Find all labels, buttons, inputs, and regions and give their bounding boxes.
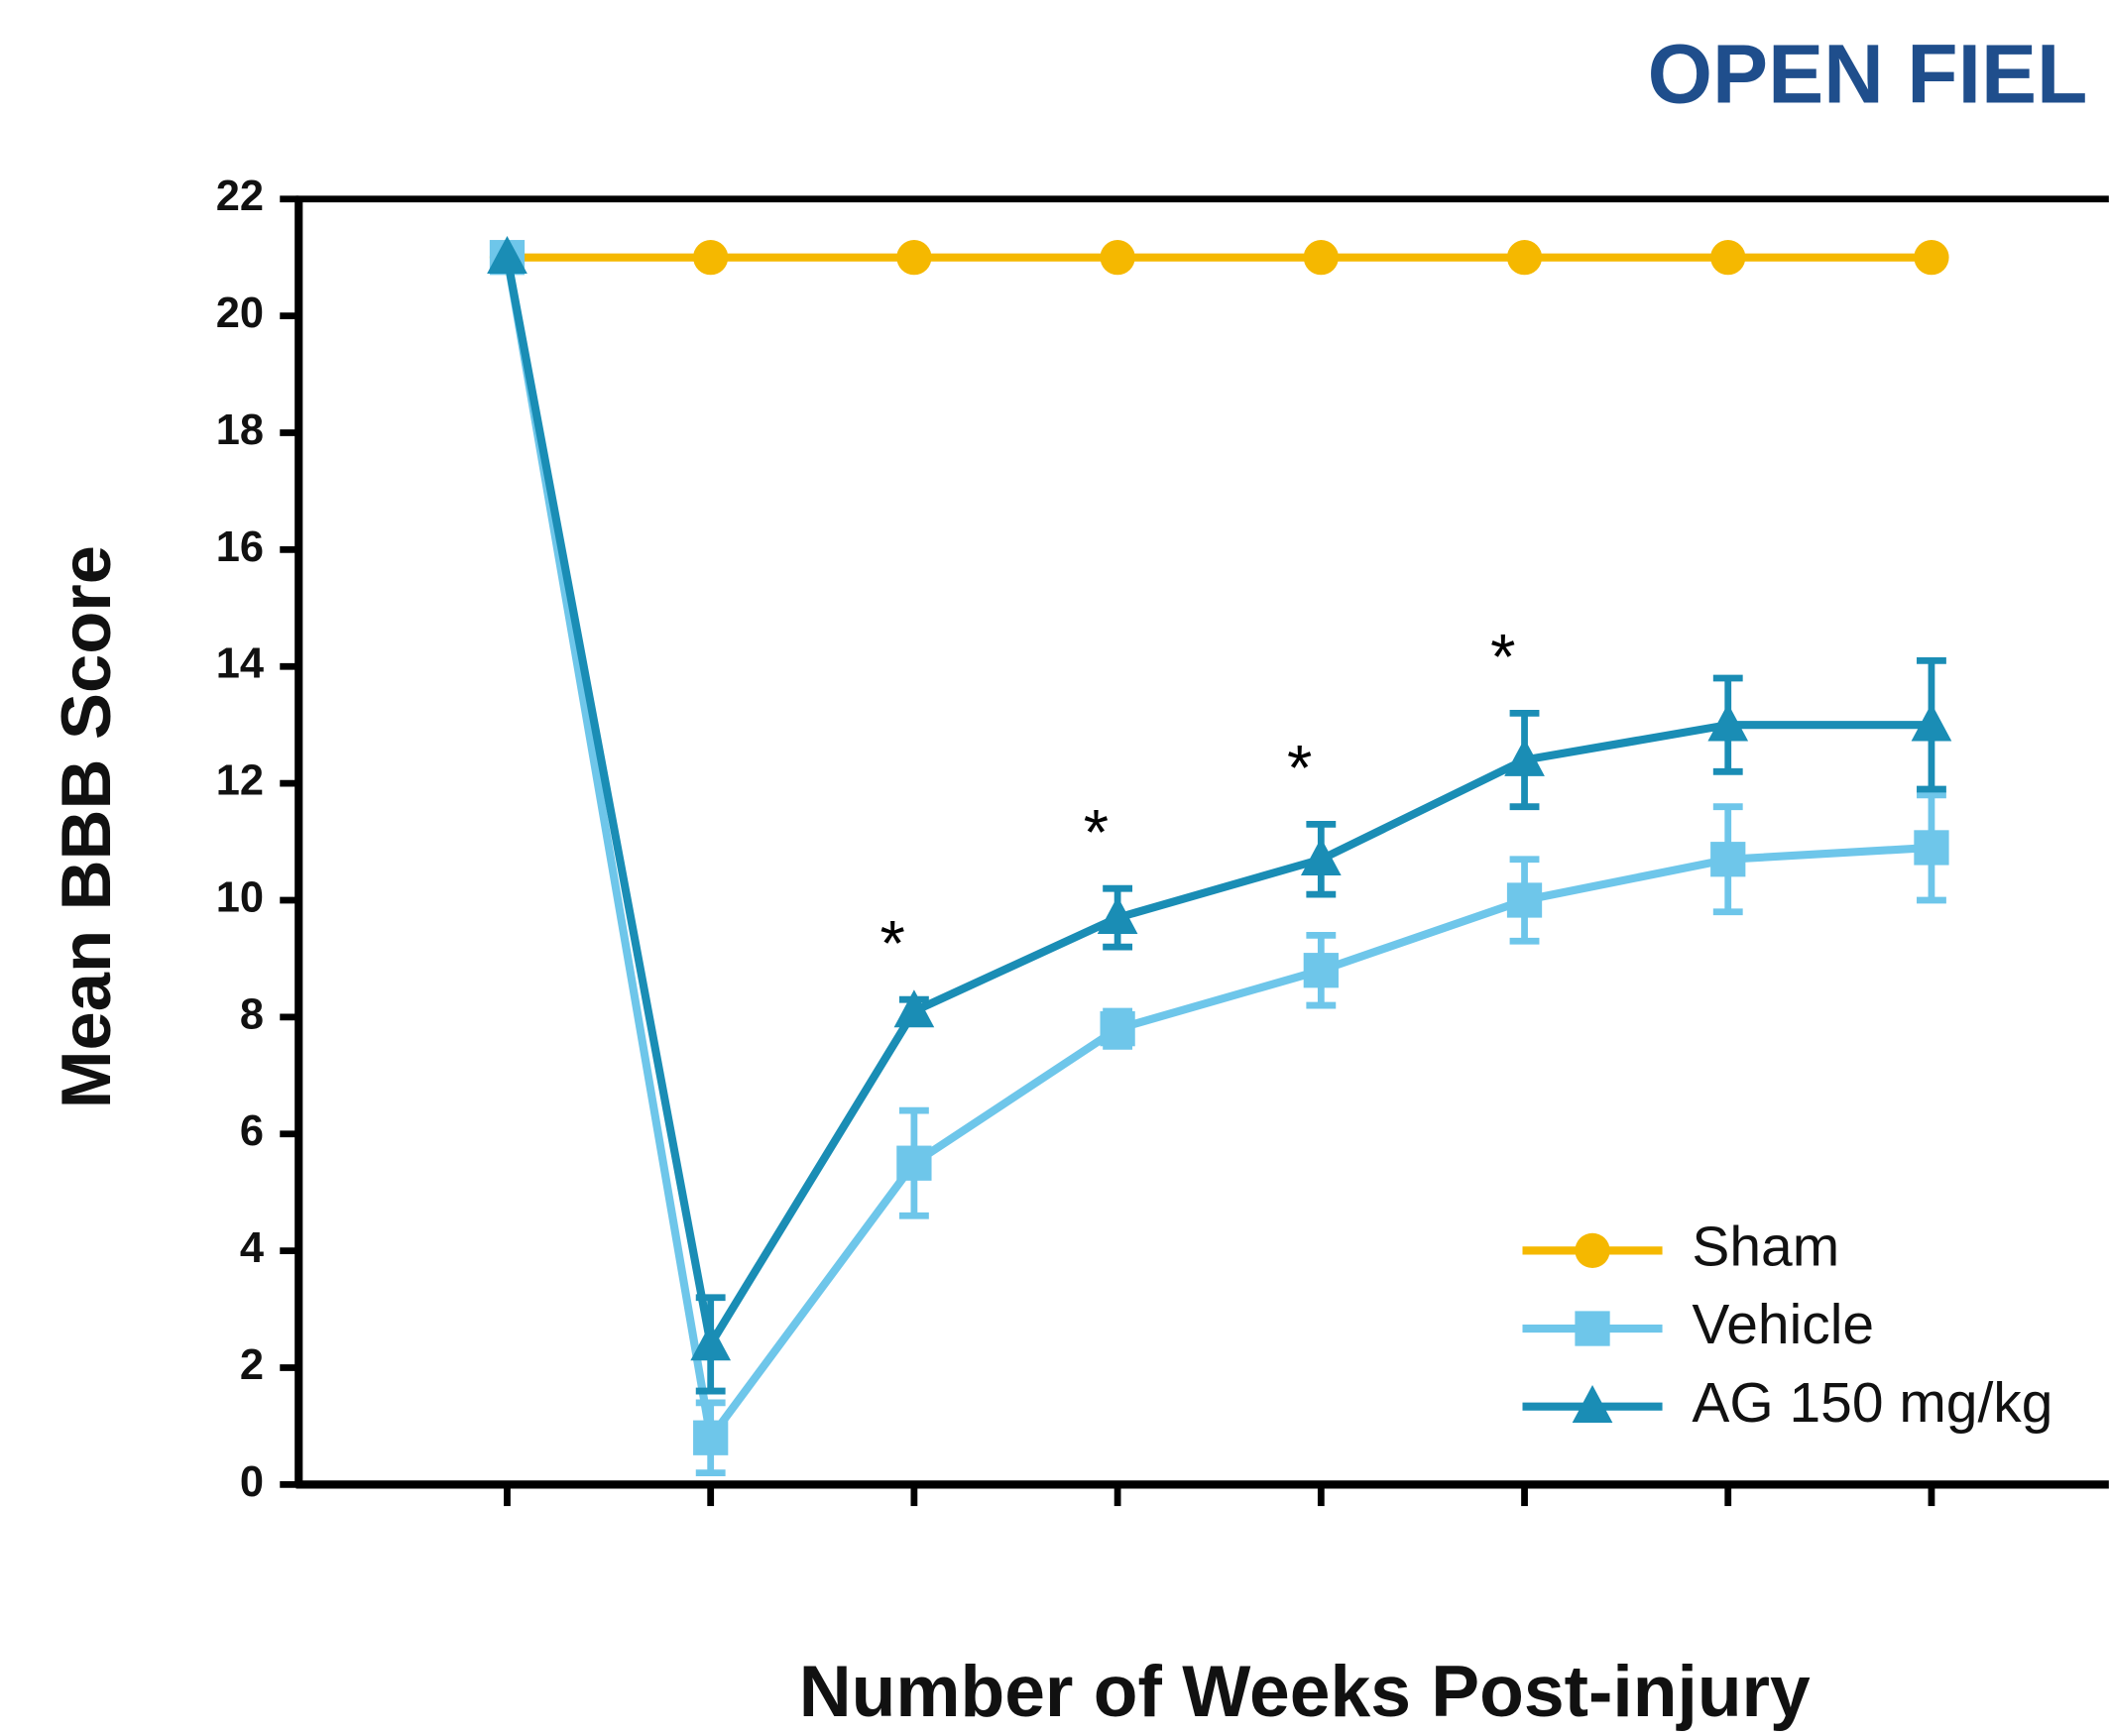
annotation: * <box>1490 621 1515 693</box>
data-point <box>893 989 935 1028</box>
data-point <box>1506 882 1543 918</box>
data-point <box>693 1420 729 1455</box>
data-point <box>1707 703 1749 742</box>
chart-title: OPEN FIEL <box>1648 28 2088 121</box>
series-line <box>503 256 1932 1356</box>
legend-marker <box>1575 1232 1610 1269</box>
data-point <box>1911 703 1952 742</box>
data-point <box>896 1145 932 1181</box>
data-point <box>1914 240 1949 276</box>
x-axis-label: Number of Weeks Post-injury <box>799 1651 1811 1732</box>
y-tick-label: 8 <box>240 990 264 1038</box>
y-tick-label: 4 <box>240 1224 264 1272</box>
data-point <box>1914 830 1949 866</box>
y-tick-label: 14 <box>216 640 264 688</box>
legend-label: AG 150 mg/kg <box>1692 1371 2052 1435</box>
data-point <box>690 1323 732 1361</box>
y-tick-label: 20 <box>216 289 264 337</box>
data-point <box>1303 240 1339 276</box>
data-point <box>1710 842 1746 877</box>
data-point <box>693 240 729 276</box>
series-line <box>503 256 1933 1448</box>
y-tick-label: 12 <box>216 757 264 805</box>
y-axis-label: Mean BBB Score <box>47 545 125 1108</box>
data-point <box>1300 838 1342 876</box>
legend-marker <box>1575 1311 1610 1346</box>
data-point <box>1504 738 1545 776</box>
data-point <box>896 240 932 276</box>
y-tick-label: 2 <box>240 1341 264 1389</box>
legend-marker <box>1572 1385 1613 1423</box>
y-tick-label: 16 <box>216 523 264 571</box>
annotation: * <box>880 907 905 980</box>
data-point <box>1100 240 1135 276</box>
data-point <box>1097 895 1138 934</box>
annotation: * <box>1084 796 1109 868</box>
data-point <box>1710 240 1746 276</box>
data-point <box>1506 240 1543 276</box>
y-tick-label: 10 <box>216 873 264 921</box>
data-point <box>487 235 527 274</box>
y-tick-label: 0 <box>240 1458 264 1506</box>
legend-label: Sham <box>1692 1215 1839 1278</box>
annotation: * <box>1287 732 1312 804</box>
legend-label: Vehicle <box>1692 1293 1874 1356</box>
y-tick-label: 6 <box>240 1107 264 1155</box>
y-tick-label: 18 <box>216 406 264 454</box>
data-point <box>1100 1011 1135 1047</box>
y-tick-label: 22 <box>216 173 264 220</box>
data-point <box>1303 953 1339 988</box>
